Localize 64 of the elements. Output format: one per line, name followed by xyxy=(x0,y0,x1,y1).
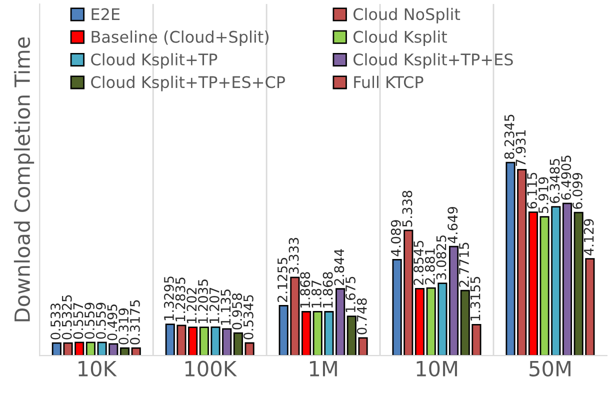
data-label: 0.559 xyxy=(84,302,95,339)
legend-label: E2E xyxy=(92,8,120,20)
data-label: 1.135 xyxy=(220,290,231,325)
data-label: 0.5325 xyxy=(62,295,72,340)
data-label: 3.0825 xyxy=(436,236,446,280)
data-label: 1.202 xyxy=(186,288,197,324)
data-label: 4.649 xyxy=(448,206,458,244)
data-label: 0.3175 xyxy=(130,300,140,344)
data-label: 5.338 xyxy=(402,190,412,227)
data-label: 1.207 xyxy=(209,288,220,324)
data-label: 7.931 xyxy=(516,130,526,166)
x-tick-label: 10M xyxy=(416,360,457,377)
data-label: 2.1255 xyxy=(277,258,288,302)
bar xyxy=(414,288,425,356)
data-label: 3.333 xyxy=(288,238,299,274)
bar xyxy=(233,332,243,356)
x-tick-label: 100K xyxy=(185,360,237,377)
data-label: 6.099 xyxy=(572,172,582,209)
data-label: 6.3485 xyxy=(550,158,560,204)
data-label: 0.748 xyxy=(356,298,367,334)
data-label: 0.557 xyxy=(73,303,84,339)
data-label: 1.87 xyxy=(311,280,322,308)
data-label: 0.319 xyxy=(118,308,129,344)
data-label: 5.919 xyxy=(538,177,548,214)
legend-label: Cloud NoSplit xyxy=(354,8,460,24)
bar xyxy=(528,212,538,356)
legend-label: Cloud Ksplit+TP xyxy=(91,53,218,69)
data-label: 1.868 xyxy=(300,272,310,308)
data-label: 1.2835 xyxy=(175,278,186,322)
data-label: 1.2035 xyxy=(198,280,208,324)
data-label: 0.559 xyxy=(96,302,106,339)
data-label: 0.5345 xyxy=(243,295,254,340)
data-label: 0.958 xyxy=(232,293,242,330)
legend-label: Cloud Ksplit+TP+ES xyxy=(354,53,513,69)
data-label: 6.4905 xyxy=(561,156,572,200)
y-axis-title: Download Completion Time xyxy=(14,37,34,322)
data-label: 1.675 xyxy=(346,276,356,312)
data-label: 4.089 xyxy=(390,220,401,256)
x-tick-label: 10K xyxy=(78,360,117,377)
x-tick-label: 50M xyxy=(530,360,570,377)
data-label: 1.3295 xyxy=(164,276,174,320)
data-label: 4.129 xyxy=(584,219,594,256)
legend-label: Full KTCP xyxy=(354,76,424,88)
data-label: 2.7715 xyxy=(458,242,469,287)
data-label: 2.844 xyxy=(334,249,344,286)
bar xyxy=(86,342,96,356)
legend-label: Baseline (Cloud+Split) xyxy=(92,30,269,46)
data-label: 0.533 xyxy=(50,304,60,340)
bar xyxy=(449,246,459,356)
bar xyxy=(244,342,254,356)
data-label: 8.2345 xyxy=(504,114,514,159)
data-label: 2.881 xyxy=(424,248,435,284)
data-label: 1.3155 xyxy=(470,276,480,320)
legend-label: Cloud Ksplit+TP+ES+CP xyxy=(91,76,285,92)
data-label: 2.8545 xyxy=(414,240,424,285)
bar xyxy=(302,311,312,356)
data-label: 1.868 xyxy=(322,272,333,308)
bar xyxy=(562,202,572,356)
data-label: 6.115 xyxy=(527,172,538,209)
bar xyxy=(120,347,130,356)
legend-label: Cloud Ksplit xyxy=(354,30,448,46)
data-label: 0.495 xyxy=(107,304,118,340)
x-tick-label: 1M xyxy=(310,361,337,376)
bar xyxy=(131,347,141,356)
